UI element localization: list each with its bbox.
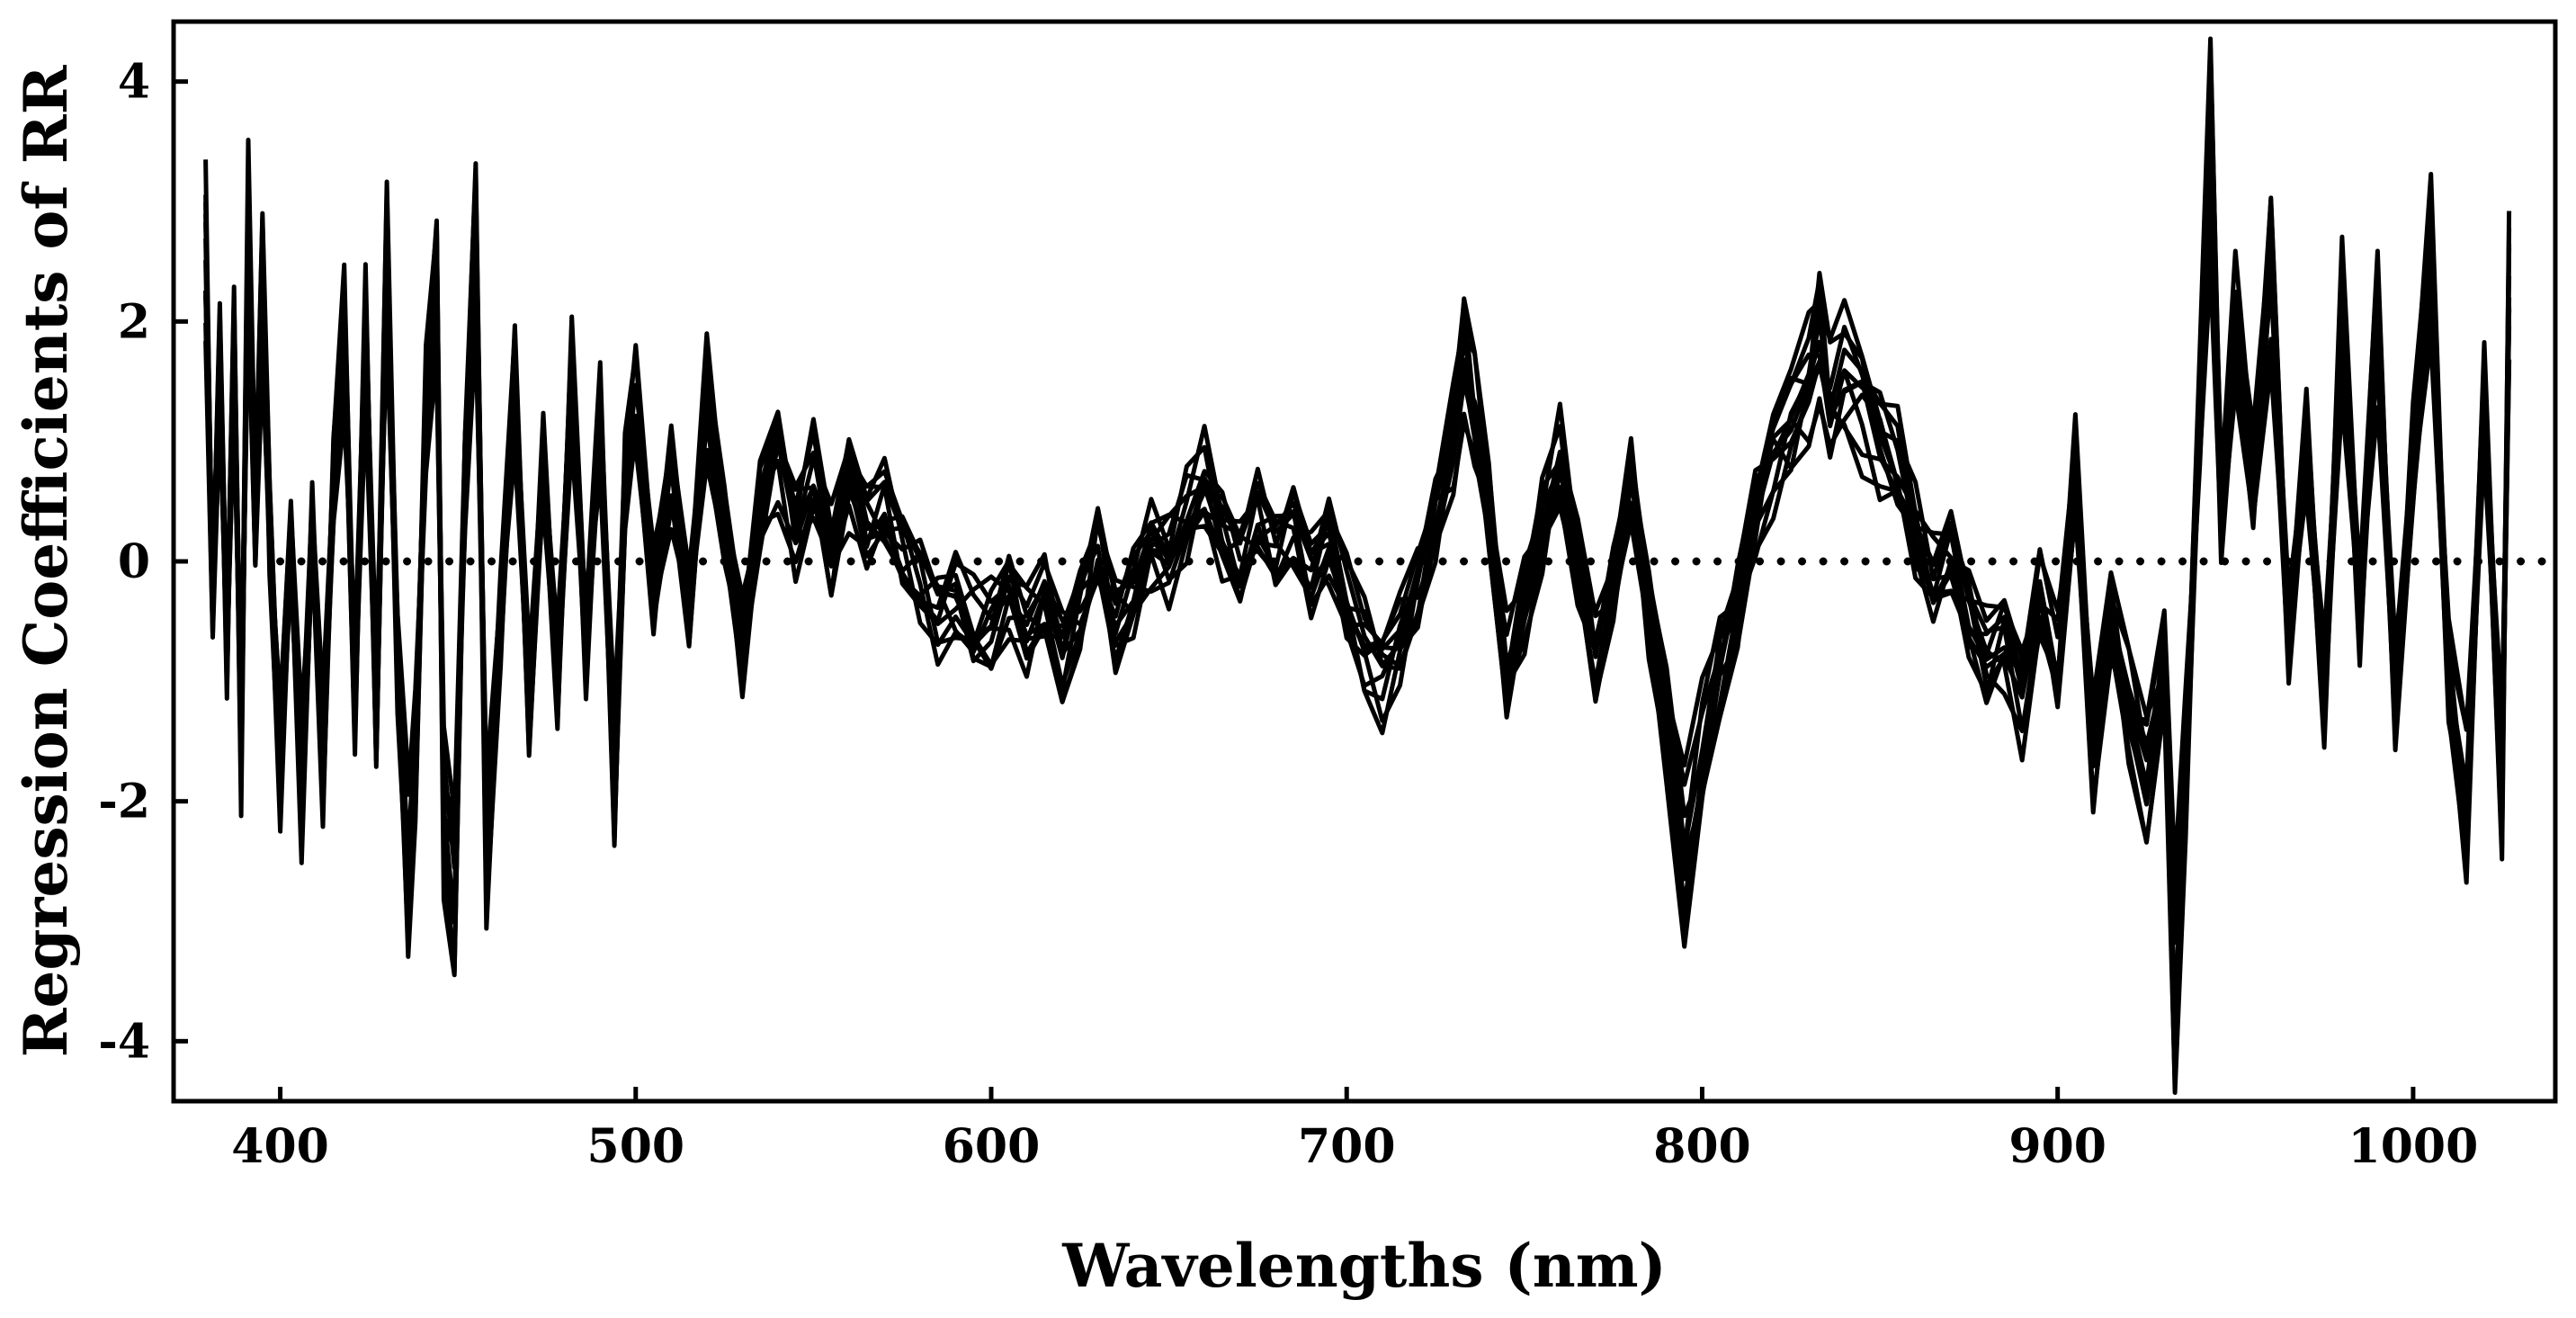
x-tick-label: 900 — [2008, 1119, 2106, 1174]
y-axis-ticks: -4 -2 0 2 4 — [98, 55, 188, 1069]
x-tick-label: 500 — [587, 1119, 685, 1174]
x-tick-label: 600 — [943, 1119, 1041, 1174]
y-axis-title: Regression Coefficients of RR — [11, 64, 81, 1057]
y-tick-label: 0 — [118, 534, 150, 589]
x-tick-label: 800 — [1653, 1119, 1751, 1174]
series-layer — [203, 36, 2512, 1095]
x-tick-label: 400 — [231, 1119, 329, 1174]
y-tick-label: 4 — [118, 55, 150, 110]
y-tick-label: -4 — [98, 1014, 150, 1069]
coefficient-series-line — [203, 103, 2512, 1035]
x-axis-title: Wavelengths (nm) — [1061, 1231, 1667, 1301]
y-tick-label: 2 — [118, 294, 150, 349]
x-tick-label: 1000 — [2348, 1119, 2479, 1174]
x-tick-label: 700 — [1298, 1119, 1396, 1174]
x-axis-ticks: 400 500 600 700 800 900 1000 — [231, 1087, 2478, 1174]
y-tick-label: -2 — [98, 775, 150, 829]
